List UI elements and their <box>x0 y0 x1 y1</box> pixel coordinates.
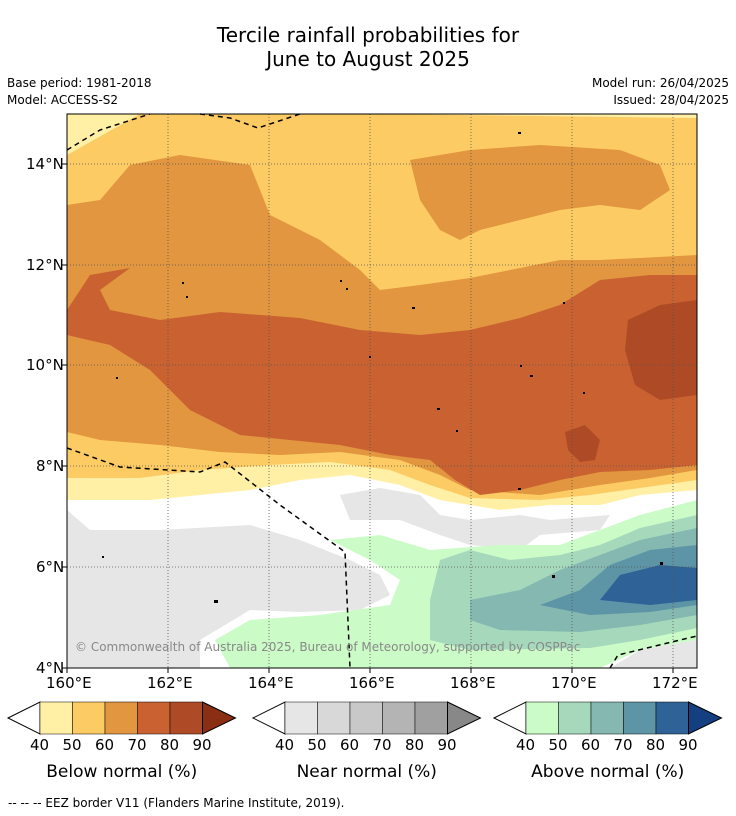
lon-label: 172°E <box>652 674 698 692</box>
base-period: Base period: 1981-2018 <box>7 76 152 90</box>
title-line-2: June to August 2025 <box>266 47 470 71</box>
colorbar-tick-label: 70 <box>372 736 392 754</box>
colorbar-segment <box>590 701 624 735</box>
colorbar-segment <box>284 701 318 735</box>
eez-border <box>66 113 698 669</box>
eez-footnote: -- -- -- EEZ border V11 (Flanders Marine… <box>8 796 345 810</box>
below-normal-80-patch <box>565 425 600 462</box>
colorbar-tick-label: 70 <box>127 736 147 754</box>
model-run: Model run: 26/04/2025 <box>591 76 729 90</box>
colorbar-arrow-high <box>688 701 723 735</box>
colorbar-arrow-high <box>447 701 482 735</box>
colorbar-segment <box>169 701 203 735</box>
colorbar-title: Below normal (%) <box>46 762 198 782</box>
near-normal-region-center <box>340 488 610 550</box>
colorbar-arrow-high <box>202 701 237 735</box>
probability-regions <box>67 114 697 668</box>
above-normal-colorbar <box>492 701 723 735</box>
colorbar-segment <box>558 701 592 735</box>
lat-label: 4°N <box>36 659 65 677</box>
lon-label: 166°E <box>349 674 395 692</box>
colorbar-segment <box>72 701 106 735</box>
lon-label: 160°E <box>46 674 92 692</box>
colorbar-tick-label: 80 <box>160 736 180 754</box>
model-name: Model: ACCESS-S2 <box>7 93 119 107</box>
lat-label: 8°N <box>36 457 65 475</box>
lon-label: 162°E <box>147 674 193 692</box>
colorbar-tick-label: 40 <box>275 736 295 754</box>
graticule <box>67 114 697 668</box>
colorbar-tick-label: 40 <box>30 736 50 754</box>
colorbar-title: Near normal (%) <box>296 762 437 782</box>
lon-label: 170°E <box>551 674 597 692</box>
title-line-1: Tercile rainfall probabilities for <box>216 23 520 47</box>
colorbar-tick-label: 90 <box>192 736 212 754</box>
below-normal-colorbar <box>6 701 237 735</box>
colorbar-segment <box>349 701 383 735</box>
colorbar-title: Above normal (%) <box>531 762 685 782</box>
lat-label: 10°N <box>26 356 64 374</box>
colorbar-arrow-low <box>6 701 41 735</box>
colorbar-segment <box>382 701 416 735</box>
axis-ticks <box>62 163 674 673</box>
colorbar-segment <box>655 701 689 735</box>
colorbar-tick-label: 50 <box>307 736 327 754</box>
colorbar-tick-label: 90 <box>437 736 457 754</box>
near-normal-colorbar <box>251 701 482 735</box>
lon-label: 164°E <box>248 674 294 692</box>
colorbar-segment <box>525 701 559 735</box>
colorbar-tick-label: 80 <box>405 736 425 754</box>
colorbar-tick-label: 70 <box>613 736 633 754</box>
colorbar-segment <box>104 701 138 735</box>
issued-date: Issued: 28/04/2025 <box>613 93 729 107</box>
islands <box>102 132 663 603</box>
lat-label: 12°N <box>26 256 64 274</box>
colorbar-tick-label: 90 <box>678 736 698 754</box>
below-normal-80-region <box>625 300 697 400</box>
colorbar-tick-label: 40 <box>516 736 536 754</box>
map-frame <box>66 113 698 669</box>
near-normal-region-se <box>610 640 697 668</box>
colorbar-segment <box>317 701 351 735</box>
lat-label: 14°N <box>26 155 64 173</box>
colorbar-segment <box>623 701 657 735</box>
colorbar-tick-label: 60 <box>340 736 360 754</box>
colorbar-tick-label: 60 <box>581 736 601 754</box>
lon-label: 168°E <box>450 674 496 692</box>
colorbar-tick-label: 50 <box>548 736 568 754</box>
colorbar-tick-label: 50 <box>62 736 82 754</box>
colorbar-arrow-low <box>492 701 527 735</box>
colorbar-tick-label: 80 <box>646 736 666 754</box>
below-normal-70-region <box>67 268 697 495</box>
colorbar-tick-label: 60 <box>95 736 115 754</box>
lat-label: 6°N <box>36 558 65 576</box>
near-normal-region-west <box>67 510 390 668</box>
colorbar-segment <box>39 701 73 735</box>
colorbar-segment <box>414 701 448 735</box>
colorbar-segment <box>137 701 171 735</box>
colorbar-arrow-low <box>251 701 286 735</box>
copyright-notice: © Commonwealth of Australia 2025, Bureau… <box>75 640 581 654</box>
below-normal-60-region-north <box>410 145 670 240</box>
